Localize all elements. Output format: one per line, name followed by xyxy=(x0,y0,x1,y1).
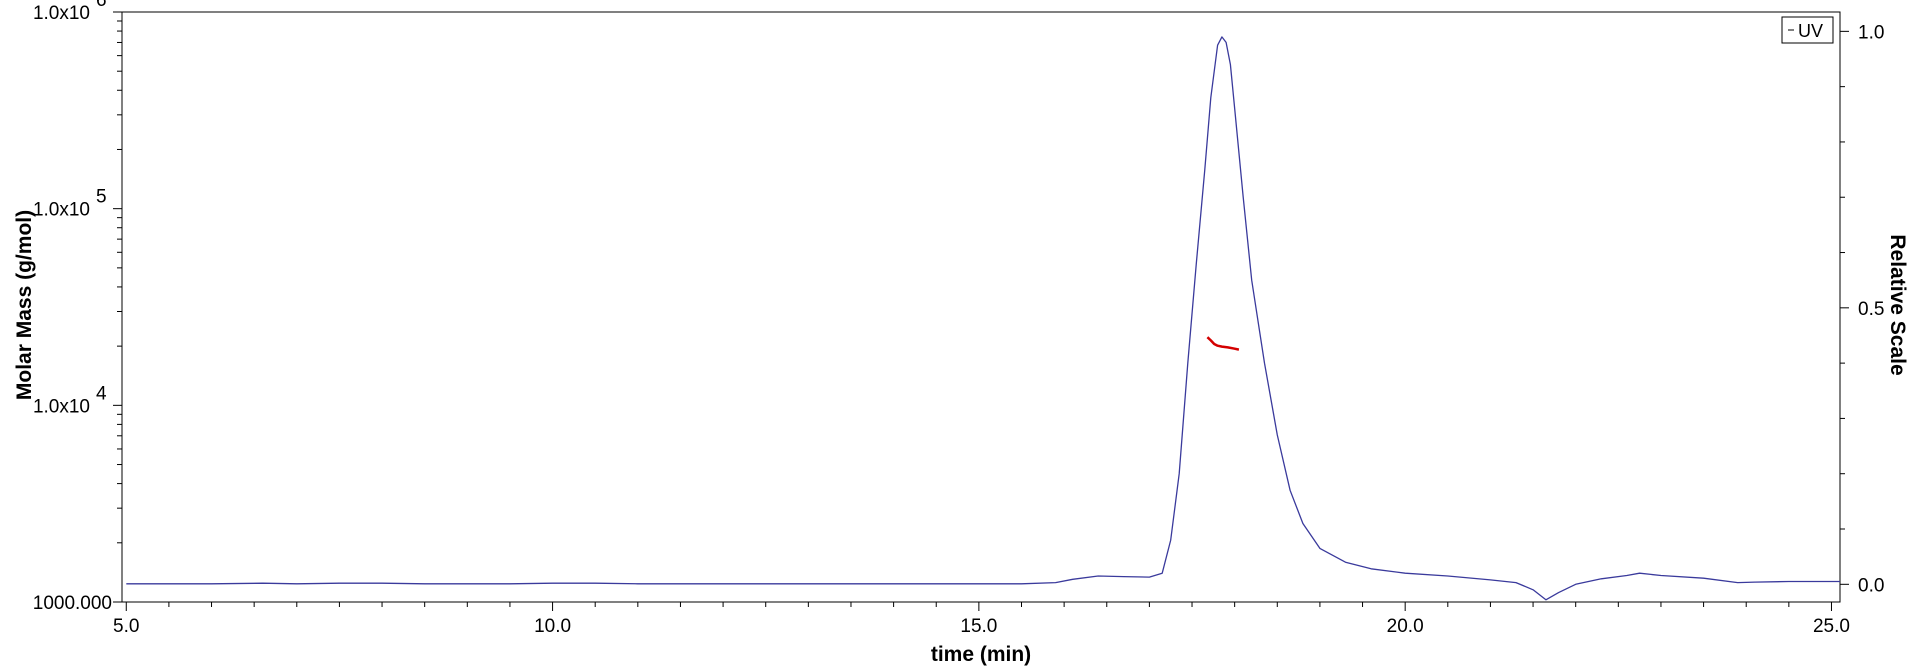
plot-frame xyxy=(121,11,1841,603)
y-left-tick-exponent: 5 xyxy=(96,187,107,208)
y-left-tick-exponent: 4 xyxy=(96,383,107,404)
x-tick-label: 10.0 xyxy=(534,616,571,637)
uv-series xyxy=(126,36,1840,601)
y-left-tick-label: 1.0x10 xyxy=(33,396,90,417)
y-left-tick-label: 1000.000 xyxy=(33,593,112,614)
x-tick-label: 5.0 xyxy=(113,616,139,637)
x-tick-label: 25.0 xyxy=(1813,616,1850,637)
y-right-tick-label: 0.5 xyxy=(1858,299,1884,320)
series-layer xyxy=(126,36,1840,601)
y-left-tick-label: 1.0x10 xyxy=(33,200,90,221)
x-tick-label: 15.0 xyxy=(960,616,997,637)
molar-mass-series xyxy=(1206,336,1240,351)
x-axis-ticks: 5.0 10.0 15.0 20.0 25.0 xyxy=(113,602,1850,637)
x-axis-title: time (min) xyxy=(931,643,1031,666)
legend: UV xyxy=(1781,16,1834,44)
y-left-tick-label: 1.0x10 xyxy=(33,3,90,24)
y-right-tick-label: 0.0 xyxy=(1858,575,1884,596)
left-y-axis-title: Molar Mass (g/mol) xyxy=(13,210,36,400)
right-y-axis-title: Relative Scale xyxy=(1886,234,1909,375)
y-left-tick-exponent: 6 xyxy=(96,0,107,11)
left-y-axis-ticks: 1000.000 1.0x10 4 1.0x10 5 1.0x10 6 xyxy=(33,0,122,614)
x-tick-label: 20.0 xyxy=(1387,616,1424,637)
y-right-tick-label: 1.0 xyxy=(1858,22,1884,43)
legend-box xyxy=(1781,16,1834,44)
right-y-axis-ticks: 0.0 0.5 1.0 xyxy=(1840,22,1884,596)
legend-label-uv: UV xyxy=(1798,21,1823,41)
